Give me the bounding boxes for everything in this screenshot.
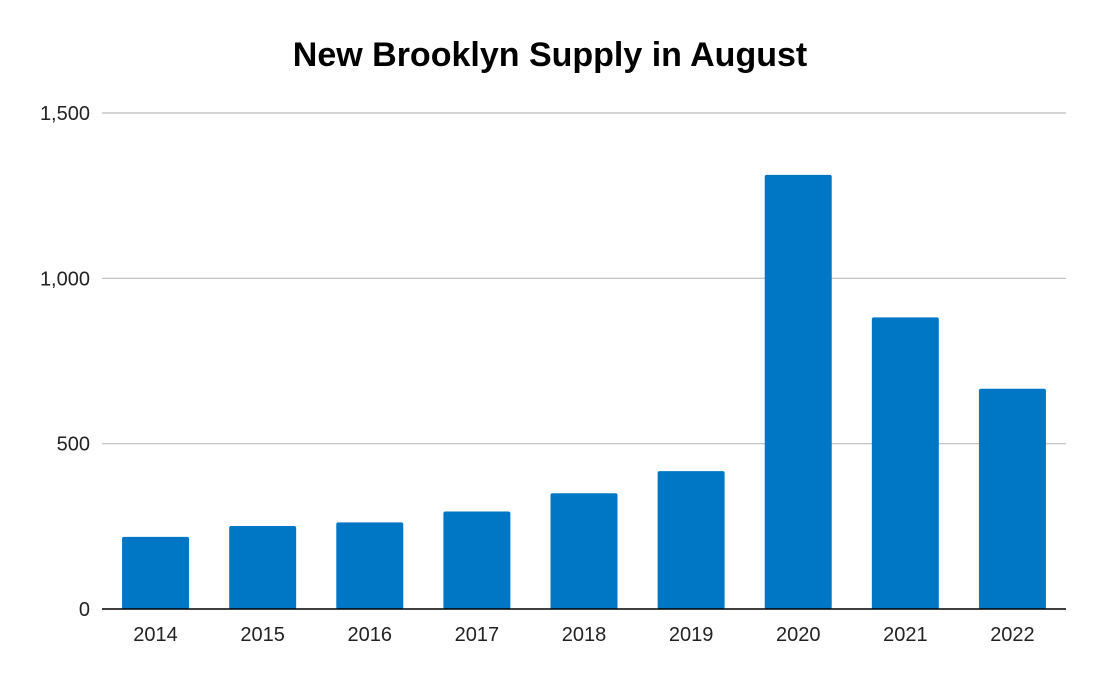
bar-2018 [550, 493, 618, 609]
x-tick-label: 2016 [348, 624, 393, 646]
x-tick-label: 2015 [240, 624, 285, 646]
bar-2022 [978, 388, 1046, 609]
x-tick-label: 2020 [776, 624, 821, 646]
y-tick-label: 0 [79, 599, 90, 621]
bar-2014 [122, 536, 190, 609]
y-tick-label: 1,000 [40, 268, 90, 290]
y-tick-labels: 0 500 1,000 1,500 [40, 103, 90, 621]
x-tick-label: 2018 [562, 624, 607, 646]
bars [122, 174, 1046, 610]
x-tick-label: 2014 [133, 624, 178, 646]
y-tick-label: 500 [57, 434, 90, 456]
chart-title: New Brooklyn Supply in August [292, 36, 808, 74]
x-tick-label: 2019 [669, 624, 714, 646]
bar-2019 [657, 471, 725, 609]
x-tick-labels: 2014 2015 2016 2017 2018 2019 2020 2021 2022 [133, 624, 1034, 646]
bar-2015 [229, 526, 297, 609]
x-tick-label: 2021 [883, 624, 928, 646]
x-tick-label: 2017 [455, 624, 500, 646]
bar-2020 [764, 174, 832, 610]
y-tick-label: 1,500 [40, 103, 90, 125]
x-tick-label: 2022 [990, 624, 1035, 646]
bar-2016 [336, 522, 404, 609]
bar-2017 [443, 511, 511, 609]
bar-2021 [871, 317, 939, 609]
